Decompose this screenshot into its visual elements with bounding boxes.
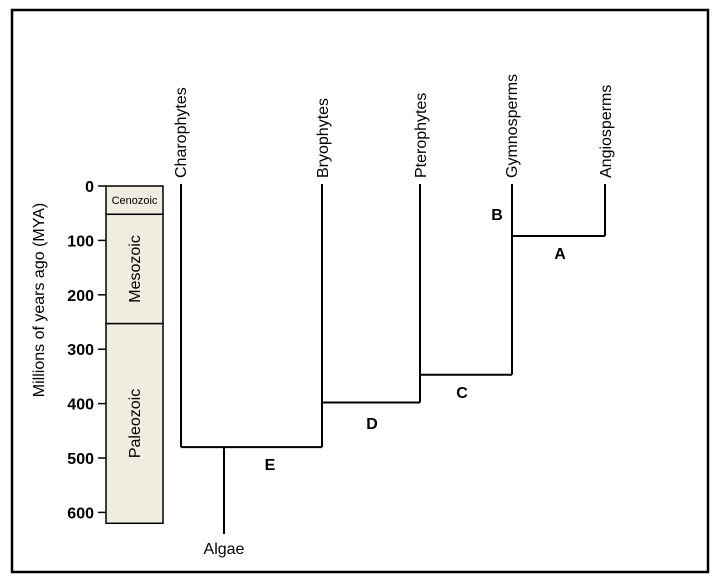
tick-label-100: 100 [67,233,94,250]
taxon-label-charophytes: Charophytes [173,87,190,178]
taxon-label-gymnosperms: Gymnosperms [504,74,521,178]
node-label-a: A [554,246,566,263]
node-label-b: B [491,207,503,224]
phylogenetic-tree [180,184,606,534]
era-label-cenozoic: Cenozoic [112,195,158,207]
axis-ticks: 0 100 200 300 400 500 600 [67,179,106,522]
tick-label-300: 300 [67,342,94,359]
tick-label-0: 0 [85,179,94,196]
diagram-frame [10,8,710,574]
era-box-mesozoic [105,213,164,325]
taxon-label-pterophytes: Pterophytes [413,93,430,178]
era-label-mesozoic: Mesozoic [127,235,144,303]
taxon-label-algae: Algae [204,541,245,558]
node-label-c: C [456,385,468,402]
era-label-paleozoic: Paleozoic [127,389,144,458]
node-label-e: E [265,457,276,474]
era-column: Cenozoic Mesozoic Paleozoic [105,185,164,525]
tick-label-600: 600 [67,505,94,522]
tick-label-200: 200 [67,288,94,305]
tick-label-400: 400 [67,397,94,414]
axis-title: Millions of years ago (MYA) [31,203,48,397]
era-box-paleozoic [105,322,164,525]
node-label-d: D [366,416,378,433]
taxon-label-angiosperms: Angiosperms [598,85,615,178]
taxon-label-bryophytes: Bryophytes [315,98,332,178]
tick-label-500: 500 [67,451,94,468]
